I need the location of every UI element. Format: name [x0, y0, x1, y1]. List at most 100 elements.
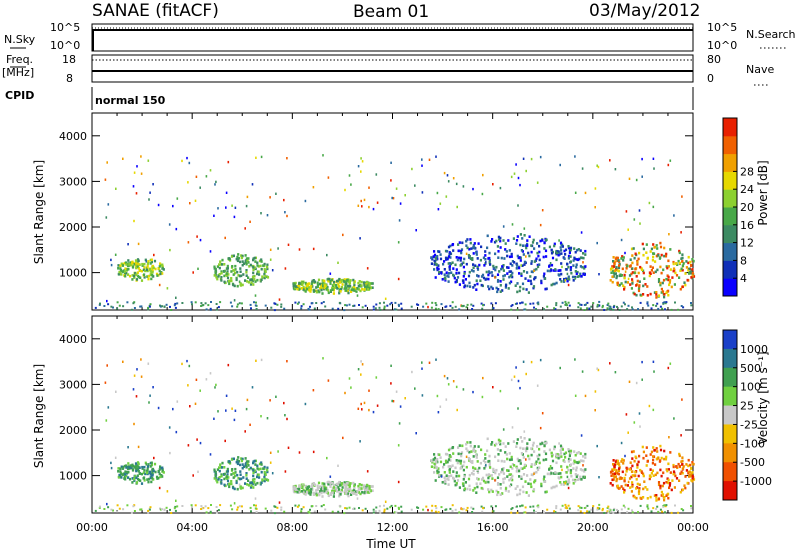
- power-echo-cell: [448, 272, 451, 275]
- velocity-echo-cell: [357, 484, 360, 488]
- velocity-echo-cell: [499, 449, 502, 452]
- velocity-echo-cell: [345, 485, 348, 489]
- velocity-echo-cell: [567, 480, 570, 484]
- power-echo-cell: [455, 268, 458, 271]
- power-echo-cell: [298, 282, 301, 285]
- velocity-echo-cell: [469, 441, 472, 444]
- power-echo-cell: [686, 278, 689, 282]
- velocity-echo-cell: [321, 485, 324, 489]
- velocity-echo-cell: [227, 476, 230, 479]
- velocity-echo-cell: [574, 453, 577, 457]
- power-echo-cell: [133, 171, 136, 174]
- power-echo-cell: [488, 261, 491, 264]
- power-echo-cell: [494, 276, 496, 279]
- velocity-echo-cell: [663, 498, 666, 502]
- power-echo-cell: [622, 301, 625, 304]
- power-echo-cell: [581, 265, 584, 269]
- velocity-echo-cell: [633, 495, 636, 499]
- power-echo-cell: [473, 283, 476, 287]
- velocity-echo-cell: [487, 480, 490, 484]
- power-echo-cell: [253, 266, 256, 269]
- power-echo-cell: [484, 250, 487, 253]
- power-echo-cell: [136, 261, 139, 264]
- power-echo-cell: [623, 286, 626, 289]
- velocity-echo-cell: [567, 478, 570, 482]
- velocity-echo-cell: [659, 448, 663, 452]
- power-echo-cell: [363, 282, 366, 286]
- velocity-echo-cell: [471, 511, 474, 513]
- velocity-echo-cell: [496, 476, 500, 479]
- power-echo-cell: [488, 259, 491, 262]
- power-echo-cell: [540, 279, 543, 283]
- velocity-echo-cell: [214, 470, 217, 474]
- velocity-echo-cell: [677, 511, 680, 514]
- power-echo-cell: [664, 308, 666, 311]
- velocity-echo-cell: [519, 459, 522, 463]
- power-echo-cell: [536, 242, 539, 245]
- velocity-echo-cell: [94, 509, 97, 512]
- velocity-echo-cell: [252, 474, 255, 478]
- power-echo-cell: [309, 287, 313, 291]
- velocity-echo-cell: [132, 388, 135, 391]
- power-echo-cell: [684, 272, 687, 275]
- power-echo-cell: [510, 255, 513, 258]
- power-echo-cell: [368, 205, 370, 209]
- velocity-echo-cell: [556, 454, 559, 458]
- power-echo-cell: [374, 307, 377, 310]
- velocity-echo-cell: [438, 474, 441, 477]
- velocity-echo-cell: [366, 470, 369, 473]
- velocity-echo-cell: [449, 459, 452, 462]
- velocity-echo-cell: [507, 469, 510, 472]
- velocity-echo-cell: [538, 453, 541, 457]
- velocity-echo-cell: [470, 506, 473, 509]
- velocity-echo-cell: [357, 488, 360, 491]
- power-echo-cell: [147, 277, 150, 281]
- velocity-echo-cell: [200, 508, 203, 510]
- velocity-echo-cell: [560, 465, 563, 468]
- velocity-colorbar-swatch: [723, 462, 737, 482]
- power-echo-cell: [345, 282, 348, 286]
- velocity-echo-cell: [374, 510, 377, 513]
- power-echo-cell: [244, 279, 247, 282]
- velocity-echo-cell: [127, 462, 130, 465]
- velocity-echo-cell: [526, 474, 529, 477]
- velocity-echo-cell: [216, 468, 219, 471]
- power-echo-cell: [611, 280, 614, 284]
- power-echo-cell: [307, 286, 311, 289]
- power-echo-cell: [550, 263, 554, 267]
- velocity-echo-cell: [506, 469, 509, 472]
- velocity-echo-cell: [368, 408, 370, 412]
- power-echo-cell: [472, 286, 475, 289]
- velocity-echo-cell: [226, 467, 229, 471]
- power-echo-cell: [136, 165, 138, 168]
- power-echo-cell: [309, 290, 312, 293]
- velocity-echo-cell: [345, 507, 348, 510]
- power-echo-cell: [293, 283, 296, 286]
- power-echo-cell: [631, 282, 634, 285]
- freq-tick-bottom: 8: [66, 72, 73, 85]
- power-echo-cell: [667, 163, 670, 167]
- velocity-echo-cell: [118, 473, 121, 477]
- velocity-echo-cell: [520, 477, 523, 480]
- power-echo-cell: [513, 261, 516, 264]
- power-echo-cell: [252, 271, 255, 275]
- power-echo-cell: [612, 275, 615, 278]
- velocity-echo-cell: [574, 394, 577, 397]
- velocity-echo-cell: [428, 361, 431, 364]
- velocity-echo-cell: [368, 485, 371, 488]
- velocity-echo-cell: [98, 506, 101, 509]
- velocity-echo-cell: [433, 466, 436, 469]
- power-echo-cell: [151, 265, 154, 269]
- power-echo-cell: [633, 218, 636, 221]
- velocity-echo-cell: [549, 472, 552, 476]
- power-echo-cell: [330, 278, 334, 282]
- velocity-echo-cell: [626, 467, 629, 471]
- power-echo-cell: [668, 281, 671, 284]
- velocity-echo-cell: [446, 377, 449, 380]
- velocity-echo-cell: [492, 467, 495, 471]
- power-echo-cell: [665, 252, 668, 256]
- velocity-echo-cell: [516, 511, 519, 514]
- velocity-echo-cell: [594, 409, 596, 412]
- power-echo-cell: [287, 243, 290, 246]
- velocity-echo-cell: [611, 478, 614, 482]
